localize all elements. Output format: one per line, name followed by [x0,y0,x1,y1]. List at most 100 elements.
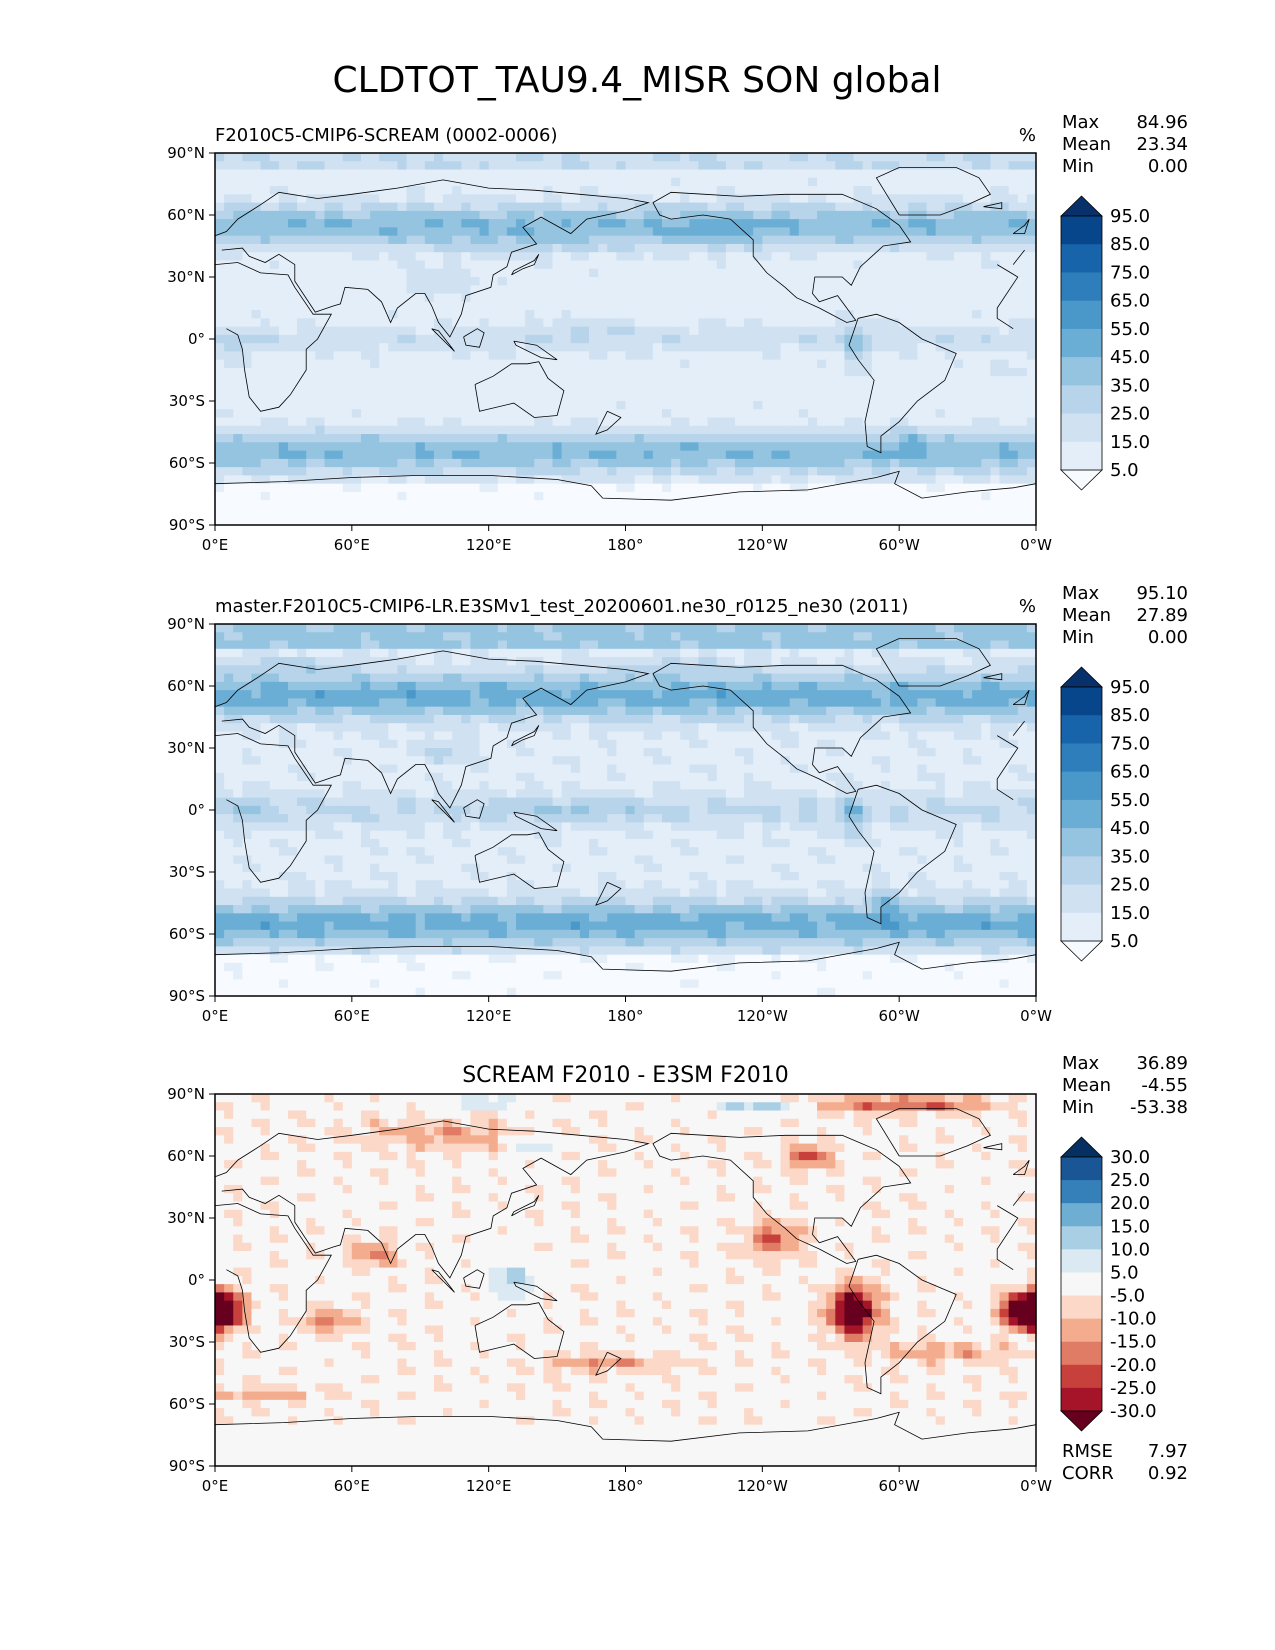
heatmap-cell [278,690,289,699]
heatmap-cell [269,202,280,212]
heatmap-cell [689,491,700,501]
heatmap-cell [853,516,864,526]
heatmap-cell [817,301,827,311]
heatmap-cell [242,475,253,485]
heatmap-cell [652,310,663,319]
heatmap-cell [479,417,490,427]
heatmap-cell [789,434,800,443]
heatmap-cell [324,467,335,476]
heatmap-cell [835,343,846,352]
heatmap-cell [397,508,408,518]
heatmap-cell [516,516,526,526]
heatmap-cell [853,442,864,452]
heatmap-cell [607,285,617,295]
heatmap-cell [698,351,709,361]
heatmap-cell [899,434,909,443]
heatmap-cell [780,450,791,460]
heatmap-cell [278,665,289,675]
heatmap-cell [1017,376,1028,386]
heatmap-cell [443,434,453,443]
heatmap-cell [1008,161,1019,171]
heatmap-cell [935,186,946,195]
heatmap-cell [616,434,627,443]
heatmap-cell [443,409,453,419]
heatmap-cell [944,401,955,410]
heatmap-cell [589,194,599,204]
heatmap-cell [616,235,627,245]
heatmap-cell [981,169,991,179]
heatmap-cell [953,475,964,485]
heatmap-cell [963,401,973,410]
heatmap-cell [488,202,499,212]
heatmap-cell [871,450,882,460]
heatmap-cell [944,417,955,427]
heatmap-cell [397,367,408,377]
heatmap-cell [278,153,289,162]
heatmap-cell [388,409,399,419]
heatmap-cell [406,243,417,253]
heatmap-cell [424,409,435,419]
heatmap-cell [698,657,709,666]
heatmap-cell [990,491,1001,501]
heatmap-cell [525,227,535,237]
heatmap-cell [351,334,362,344]
heatmap-cell [1026,243,1037,253]
heatmap-cell [215,483,225,493]
heatmap-cell [297,458,307,468]
heatmap-cell [771,673,782,683]
map-panel-1: 0°E 60°E 120°E 180° 120°W 60°W 0°W90°N60°N30°N… [167,112,1188,554]
heatmap-cell [360,690,371,699]
heatmap-cell [406,343,417,352]
heatmap-cell [406,417,417,427]
heatmap-cell [807,301,818,311]
heatmap-cell [917,260,928,270]
heatmap-cell [397,392,408,402]
heatmap-cell [506,202,517,212]
heatmap-cell [260,409,271,419]
heatmap-cell [661,334,672,344]
heatmap-cell [215,318,225,328]
heatmap-cell [926,326,937,336]
heatmap-cell [789,392,800,402]
heatmap-cell [972,458,982,468]
heatmap-cell [972,467,982,476]
heatmap-cell [598,367,608,377]
heatmap-cell [707,277,718,286]
heatmap-cell [215,177,225,187]
heatmap-cell [999,681,1010,691]
heatmap-cell [461,235,472,245]
heatmap-cell [844,210,855,220]
heatmap-cell [716,450,727,460]
heatmap-cell [880,491,891,501]
heatmap-cell [698,384,709,394]
heatmap-cell [543,169,554,179]
heatmap-cell [224,640,234,650]
heatmap-cell [762,417,773,427]
heatmap-cell [853,401,864,410]
heatmap-cell [953,301,964,311]
heatmap-cell [817,690,827,699]
heatmap-cell [944,458,955,468]
heatmap-cell [680,648,690,658]
heatmap-cell [552,351,563,361]
heatmap-cell [543,483,554,493]
heatmap-cell [534,367,544,377]
heatmap-cell [324,334,335,344]
heatmap-cell [525,161,535,171]
heatmap-cell [579,243,590,253]
heatmap-cell [579,467,590,476]
heatmap-cell [734,301,745,311]
heatmap-cell [999,665,1010,675]
heatmap-cell [1017,434,1028,443]
heatmap-cell [388,153,399,162]
heatmap-cell [233,227,243,237]
heatmap-cell [433,210,444,220]
heatmap-cell [333,516,344,526]
heatmap-cell [360,657,371,666]
heatmap-cell [798,252,809,262]
heatmap-cell [707,260,718,270]
heatmap-cell [306,227,316,237]
heatmap-cell [707,425,718,435]
heatmap-cell [890,690,900,699]
heatmap-cell [479,177,490,187]
